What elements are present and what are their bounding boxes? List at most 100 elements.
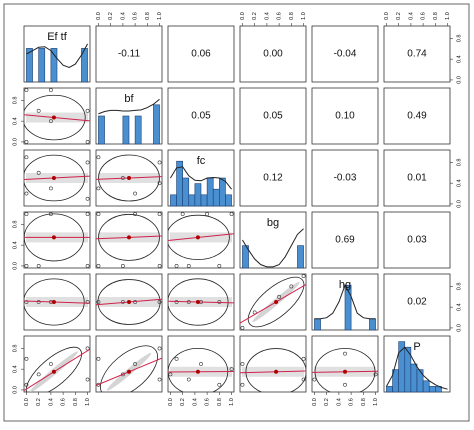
scatter-point: [96, 264, 101, 268]
panel-content: [240, 274, 306, 330]
scatter-point: [85, 377, 90, 382]
correlation-label: 0.06: [191, 49, 211, 60]
scatter-point: [168, 372, 173, 377]
hist-bar: [153, 104, 160, 145]
density-line: [98, 98, 160, 115]
scatter-point: [48, 88, 53, 92]
panel-frame: [95, 211, 163, 269]
panel-frame: [95, 335, 163, 393]
scatter-point: [343, 351, 347, 356]
scatter-point: [24, 300, 29, 304]
correlation-label: 0.49: [407, 111, 427, 122]
hist-bar: [170, 194, 177, 207]
correlation-ellipse: [24, 154, 85, 202]
hist-bar: [410, 363, 418, 393]
panel-frame: [239, 211, 307, 269]
panel-frame: [95, 273, 163, 331]
x-tick-label: 0.2: [252, 12, 258, 20]
panel-frame: [239, 273, 307, 331]
x-tick-label: 0.0: [96, 12, 102, 20]
hist-bar: [422, 380, 430, 393]
smooth-line: [24, 114, 90, 122]
scatter-point: [157, 212, 162, 216]
scatter-point: [229, 212, 234, 216]
scatter-point: [96, 356, 101, 361]
hist-bar: [81, 48, 88, 83]
scatter-point: [373, 372, 378, 377]
scatter-point: [180, 212, 185, 216]
x-tick-label: 0.8: [73, 398, 79, 406]
correlation-label: 0.12: [263, 173, 283, 184]
y-tick-label: 0.4: [12, 241, 18, 249]
correlation-ellipse: [168, 278, 229, 326]
y-tick-label: 0.4: [12, 365, 18, 373]
panel-frame: [383, 149, 451, 207]
x-tick-label: 1.0: [157, 12, 163, 20]
scatter-point: [229, 367, 234, 372]
scatter-point: [174, 264, 179, 268]
scatter-point: [301, 356, 306, 361]
hist-bar: [344, 284, 352, 331]
panel-content: [24, 88, 90, 144]
scatter-point: [157, 264, 162, 268]
smooth-line: [240, 284, 306, 324]
panel-content: [96, 279, 162, 325]
x-tick-label: 0.2: [36, 398, 42, 406]
panel-frame: [239, 25, 307, 83]
scatter-point: [96, 155, 101, 160]
variable-name: fc: [197, 155, 206, 167]
panel-frame: [383, 273, 451, 331]
mean-point: [51, 300, 56, 304]
mean-point: [195, 300, 200, 304]
scatter-point: [36, 372, 41, 377]
scatter-point: [24, 155, 29, 160]
y-tick-label: 0.0: [12, 138, 18, 146]
y-tick-label: 0.4: [456, 303, 462, 311]
smooth-line: [24, 348, 90, 392]
x-tick-label: 0.4: [120, 12, 126, 20]
y-tick-label: 0.8: [456, 35, 462, 43]
correlation-label: -0.04: [334, 49, 357, 60]
x-tick-label: 0.4: [336, 398, 342, 406]
panel-content: [96, 212, 162, 268]
x-tick-label: 1.0: [373, 398, 379, 406]
panel-content: [24, 212, 90, 268]
hist-bar: [398, 341, 406, 393]
x-tick-label: 0.8: [289, 12, 295, 20]
mean-point: [195, 235, 200, 240]
correlation-label: 0.10: [335, 111, 355, 122]
scatter-point: [157, 181, 162, 186]
scatter-point: [217, 300, 222, 304]
hist-bar: [219, 177, 226, 207]
mean-point: [127, 176, 131, 180]
variable-name: bg: [267, 217, 279, 229]
scatter-point: [24, 140, 29, 144]
scatter-point: [85, 108, 90, 113]
x-tick-label: 0.6: [421, 12, 427, 20]
density-line: [26, 43, 88, 68]
density-line: [242, 228, 304, 268]
hist-bar: [38, 48, 46, 83]
scatter-point: [240, 382, 245, 387]
y-tick-label: 0.8: [456, 283, 462, 291]
x-tick-label: 0.4: [408, 12, 414, 20]
smooth-line: [24, 300, 90, 304]
x-tick-label: 0.6: [133, 12, 139, 20]
correlation-label: 0.69: [335, 235, 355, 246]
hist-bar: [212, 188, 220, 207]
hist-bar: [206, 177, 214, 207]
scatter-point: [120, 264, 125, 268]
panel-content: [240, 348, 306, 392]
mean-point: [127, 369, 131, 374]
scatter-point: [85, 160, 90, 165]
x-tick-label: 0.2: [180, 398, 186, 406]
y-tick-label: 0.4: [12, 117, 18, 125]
x-tick-label: 1.0: [445, 12, 451, 20]
correlation-label: 0.02: [407, 297, 427, 308]
hist-bar: [26, 48, 33, 83]
density-line: [170, 166, 232, 190]
hist-bar: [386, 386, 393, 393]
panel-content: [96, 154, 162, 202]
y-tick-label: 0.4: [456, 179, 462, 187]
